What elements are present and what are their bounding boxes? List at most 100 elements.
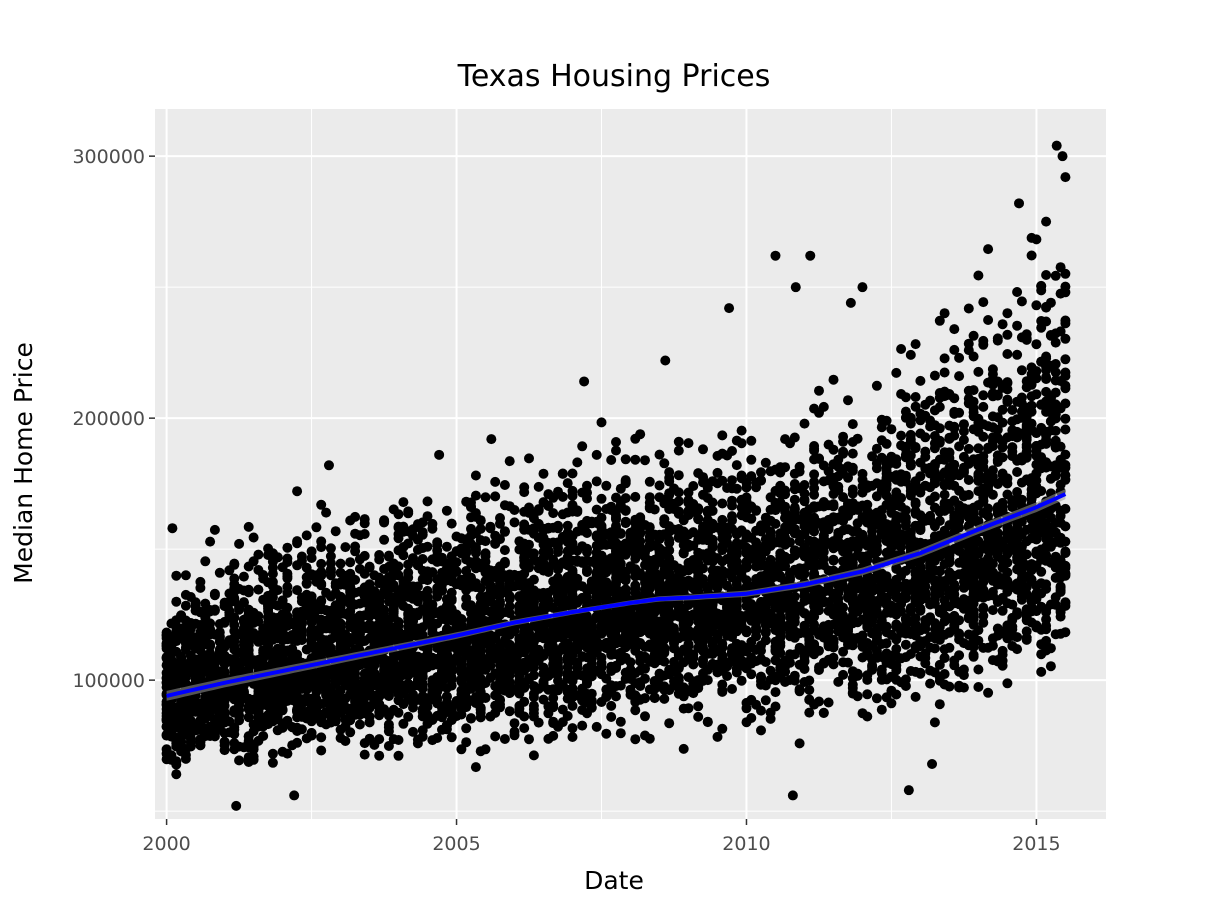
scatter-point <box>992 597 1003 607</box>
scatter-point <box>944 681 955 692</box>
scatter-point <box>876 583 887 594</box>
scatter-point <box>524 502 534 513</box>
scatter-point <box>992 335 1003 346</box>
scatter-point <box>1045 360 1056 371</box>
scatter-point <box>263 577 274 588</box>
scatter-point <box>934 629 945 640</box>
scatter-point <box>973 270 984 281</box>
scatter-point <box>751 626 762 637</box>
scatter-point <box>978 390 989 401</box>
scatter-point <box>785 612 795 623</box>
scatter-point <box>209 590 220 601</box>
scatter-point <box>480 492 491 503</box>
scatter-point <box>615 728 626 739</box>
scatter-point <box>664 488 675 499</box>
scatter-point <box>524 562 534 573</box>
scatter-point <box>760 695 771 706</box>
scatter-point <box>422 572 433 583</box>
scatter-point <box>340 542 351 553</box>
scatter-point <box>717 430 728 441</box>
scatter-point <box>867 451 878 462</box>
scatter-point <box>567 723 578 734</box>
scatter-point <box>910 691 921 702</box>
scatter-point <box>678 631 689 642</box>
scatter-point <box>1045 661 1056 672</box>
scatter-point <box>760 512 771 523</box>
scatter-point <box>929 491 940 502</box>
scatter-point <box>557 509 568 520</box>
scatter-point <box>934 315 945 326</box>
scatter-point <box>1050 270 1061 281</box>
scatter-point <box>591 449 602 460</box>
scatter-point <box>267 757 278 768</box>
scatter-point <box>809 454 820 465</box>
scatter-point <box>292 737 303 748</box>
scatter-point <box>205 536 216 547</box>
scatter-point <box>707 476 718 487</box>
scatter-point <box>596 523 607 533</box>
scatter-point <box>736 495 747 506</box>
scatter-point <box>306 617 317 628</box>
scatter-point <box>828 374 839 385</box>
scatter-point <box>698 444 708 455</box>
scatter-point <box>1041 372 1052 383</box>
scatter-point <box>678 743 689 754</box>
scatter-point <box>596 417 607 428</box>
scatter-point <box>789 484 800 495</box>
scatter-point <box>973 682 984 692</box>
scatter-point <box>427 523 438 534</box>
scatter-point <box>1012 644 1023 655</box>
scatter-point <box>809 469 820 480</box>
scatter-point <box>847 419 858 430</box>
scatter-point <box>248 556 259 567</box>
scatter-point <box>601 728 612 739</box>
scatter-point <box>359 518 370 529</box>
scatter-point <box>746 435 757 446</box>
scatter-point <box>504 601 515 612</box>
scatter-point <box>596 662 607 673</box>
scatter-point <box>992 572 1003 583</box>
scatter-point <box>765 466 776 477</box>
scatter-point <box>717 545 728 556</box>
scatter-point <box>905 460 916 471</box>
scatter-point <box>495 694 505 705</box>
scatter-point <box>939 308 950 319</box>
scatter-point <box>756 574 766 585</box>
scatter-point <box>1041 438 1052 449</box>
scatter-point <box>707 505 718 516</box>
scatter-point <box>968 403 979 414</box>
scatter-point <box>374 750 385 761</box>
scatter-point <box>161 627 172 638</box>
scatter-point <box>635 536 646 547</box>
scatter-point <box>804 707 815 718</box>
scatter-point <box>785 438 795 449</box>
scatter-point <box>543 500 554 511</box>
scatter-point <box>200 556 211 567</box>
scatter-point <box>485 521 496 532</box>
scatter-point <box>171 570 182 581</box>
scatter-point <box>412 519 423 530</box>
scatter-point <box>963 443 974 454</box>
scatter-point <box>804 685 815 695</box>
scatter-point <box>712 450 723 461</box>
scatter-point <box>693 504 704 515</box>
scatter-point <box>171 769 182 780</box>
scatter-point <box>345 515 356 526</box>
scatter-point <box>780 676 791 687</box>
scatter-point <box>722 630 733 641</box>
scatter-point <box>789 504 800 514</box>
scatter-point <box>209 524 220 535</box>
scatter-point <box>910 339 921 350</box>
scatter-point <box>620 505 631 516</box>
scatter-point <box>490 668 501 679</box>
scatter-point <box>253 721 264 732</box>
scatter-point <box>398 718 409 729</box>
scatter-point <box>615 647 626 658</box>
scatter-point <box>441 505 452 516</box>
scatter-point <box>756 725 766 736</box>
scatter-point <box>316 558 327 569</box>
scatter-point <box>789 545 800 556</box>
scatter-point <box>214 567 225 578</box>
scatter-point <box>611 437 621 447</box>
scatter-point <box>987 605 998 616</box>
